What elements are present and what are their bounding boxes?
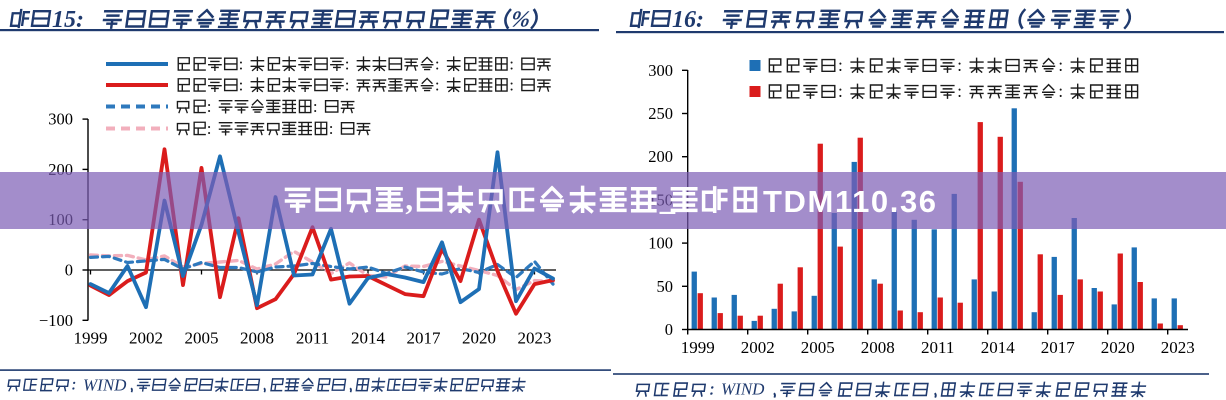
svg-text:2014: 2014 (981, 338, 1016, 357)
svg-text:2011: 2011 (296, 329, 329, 348)
svg-text:2014: 2014 (351, 329, 386, 348)
svg-text::: : (329, 119, 334, 138)
svg-text::: : (207, 97, 212, 116)
svg-text:15:: 15: (52, 7, 84, 33)
svg-text:250: 250 (648, 104, 673, 123)
svg-text::: : (435, 75, 440, 94)
svg-text:2020: 2020 (462, 329, 496, 348)
svg-text:2008: 2008 (240, 329, 274, 348)
svg-text::: : (509, 75, 514, 94)
svg-text:TDM110.36: TDM110.36 (763, 184, 938, 219)
svg-text::: : (239, 75, 244, 94)
svg-text:WIND: WIND (83, 376, 127, 395)
svg-text:2002: 2002 (741, 338, 775, 357)
svg-text::: : (509, 54, 514, 73)
svg-text::: : (313, 97, 318, 116)
svg-text::: : (957, 81, 962, 101)
svg-text:,: , (405, 183, 413, 217)
svg-text:2008: 2008 (861, 338, 895, 357)
svg-text:100: 100 (648, 234, 673, 253)
svg-text::: : (345, 54, 350, 73)
svg-text::: : (207, 119, 212, 138)
svg-text:2011: 2011 (921, 338, 954, 357)
svg-text::: : (957, 55, 962, 75)
svg-text:_: _ (659, 183, 676, 217)
svg-text:WIND: WIND (721, 380, 765, 399)
svg-text:300: 300 (648, 61, 673, 80)
svg-text:2020: 2020 (1101, 338, 1135, 357)
svg-text:300: 300 (48, 110, 73, 129)
svg-text:1999: 1999 (74, 329, 108, 348)
svg-text:50: 50 (657, 277, 674, 296)
svg-text::: : (838, 81, 843, 101)
svg-text:2017: 2017 (407, 329, 442, 348)
svg-text::: : (1058, 81, 1063, 101)
svg-text:2023: 2023 (1161, 338, 1195, 357)
svg-text:2023: 2023 (518, 329, 552, 348)
svg-text:0: 0 (65, 261, 73, 280)
svg-text:200: 200 (648, 147, 673, 166)
svg-text:−100: −100 (39, 311, 73, 330)
svg-text:%: % (509, 5, 532, 31)
svg-text::: : (239, 54, 244, 73)
svg-text:16:: 16: (672, 7, 704, 33)
svg-text:2017: 2017 (1041, 338, 1076, 357)
svg-text:0: 0 (665, 320, 673, 339)
svg-text:1999: 1999 (681, 338, 715, 357)
svg-text:2005: 2005 (185, 329, 219, 348)
svg-text:2002: 2002 (129, 329, 163, 348)
svg-text::: : (1058, 55, 1063, 75)
svg-text::: : (345, 75, 350, 94)
svg-text::: : (838, 55, 843, 75)
svg-text:2005: 2005 (801, 338, 835, 357)
svg-text::: : (435, 54, 440, 73)
